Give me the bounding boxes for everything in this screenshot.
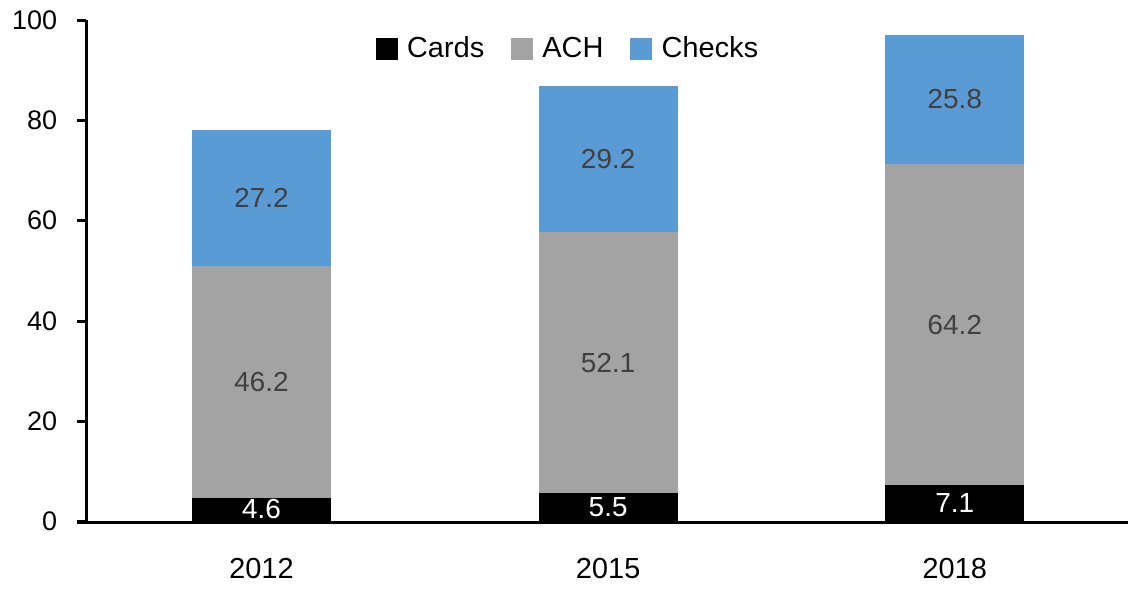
legend-item-checks: Checks [630, 34, 758, 63]
legend-label: Checks [661, 32, 759, 64]
legend-label: ACH [542, 32, 604, 64]
legend-label: Cards [406, 32, 485, 64]
bar-value-label: 29.2 [580, 143, 636, 175]
x-category-label: 2012 [229, 553, 294, 585]
legend-item-cards: Cards [375, 32, 485, 64]
legend-swatch-icon [630, 37, 653, 60]
bar-value-label: 46.2 [234, 366, 289, 398]
y-tick-mark [77, 520, 86, 523]
bar-value-label: 52.1 [580, 346, 636, 378]
bar-value-label: 4.6 [241, 493, 281, 525]
y-tick-label: 100 [11, 5, 57, 35]
y-tick-mark [77, 319, 86, 323]
bar-segment-cards-2018: 7.1 [885, 485, 1025, 521]
bar-segment-cards-2012: 4.6 [191, 493, 331, 525]
y-tick-mark [77, 219, 86, 223]
y-axis-line [85, 20, 88, 524]
bar-value-label: 5.5 [588, 491, 628, 523]
y-tick-label: 0 [41, 506, 57, 536]
legend-item-ach: ACH [511, 34, 603, 63]
y-tick-mark [77, 419, 86, 423]
bar-segment-ach-2015: 52.1 [538, 232, 678, 494]
y-tick-label: 20 [26, 405, 57, 436]
bar-segment-ach-2012: 46.2 [191, 266, 331, 498]
legend-swatch-icon [511, 37, 534, 60]
y-tick-label: 60 [26, 205, 57, 236]
x-category-label: 2018 [922, 553, 987, 585]
bar-value-label: 7.1 [935, 487, 975, 519]
y-tick-label: 80 [26, 105, 57, 136]
bar-value-label: 27.2 [234, 182, 289, 214]
bar-segment-checks-2012: 27.2 [191, 130, 331, 267]
y-tick-mark [77, 19, 86, 22]
x-axis-line [77, 521, 1128, 524]
bar-segment-checks-2018: 25.8 [885, 34, 1025, 164]
y-tick-mark [77, 119, 86, 123]
bar-segment-checks-2015: 29.2 [538, 86, 678, 233]
bar-segment-cards-2015: 5.5 [538, 491, 678, 523]
y-tick-label: 40 [26, 305, 57, 336]
bar-segment-ach-2018: 64.2 [885, 163, 1025, 486]
x-category-label: 2015 [575, 553, 641, 585]
legend-swatch-icon [375, 37, 398, 60]
bar-value-label: 64.2 [927, 308, 982, 340]
bar-value-label: 25.8 [927, 83, 982, 115]
